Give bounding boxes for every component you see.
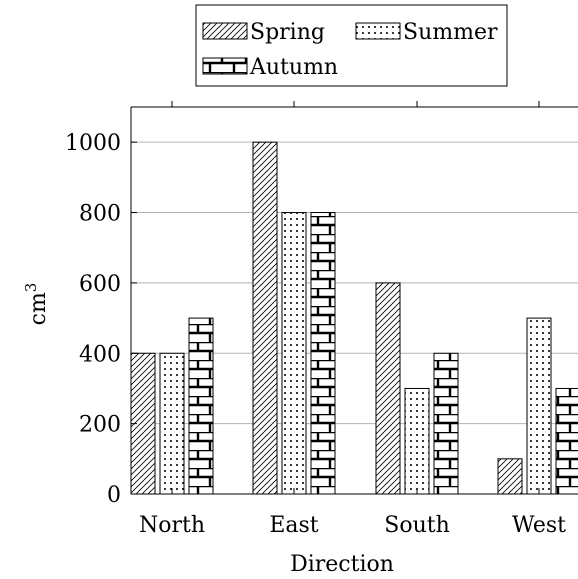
x-axis-label: Direction [290, 552, 394, 577]
legend-label-autumn: Autumn [249, 55, 338, 80]
y-tick-label: 0 [107, 483, 121, 508]
bar-autumn-north [188, 317, 214, 495]
ticks: 0 200 400 600 800 1000 North East South West [65, 101, 566, 538]
y-tick-label: 400 [79, 342, 121, 367]
bar-spring-east [252, 141, 278, 495]
y-tick-label: 800 [79, 202, 121, 227]
legend-frame [195, 4, 508, 87]
x-tick-label-north: North [139, 513, 205, 538]
y-tick-label: 1000 [65, 131, 121, 156]
legend-swatch-spring [202, 22, 248, 40]
legend-label-spring: Spring [250, 20, 325, 45]
legend-swatch-summer [355, 22, 401, 40]
bar-autumn-west [555, 387, 578, 495]
bar-spring-south [375, 282, 401, 495]
x-tick-label-south: South [384, 513, 450, 538]
y-tick-label: 600 [79, 272, 121, 297]
y-axis-label: cm3 [22, 283, 51, 326]
bar-summer-south [404, 387, 430, 495]
y-axis-label-exponent: 3 [22, 283, 40, 293]
x-tick-label-east: East [269, 513, 318, 538]
bar-autumn-east [310, 212, 336, 495]
legend-swatch-autumn [202, 57, 248, 75]
y-tick-label: 200 [79, 413, 121, 438]
axes [130, 106, 578, 495]
bar-summer-west [526, 317, 552, 495]
bar-summer-north [159, 352, 185, 495]
legend: Spring Summer Autumn [195, 4, 508, 87]
bars [130, 141, 578, 495]
bar-spring-west [497, 458, 523, 495]
y-axis-label-unit: cm [26, 292, 51, 325]
bar-autumn-south [433, 352, 459, 495]
legend-label-summer: Summer [403, 20, 498, 45]
bar-summer-east [281, 212, 307, 495]
x-tick-label-west: West [512, 513, 566, 538]
